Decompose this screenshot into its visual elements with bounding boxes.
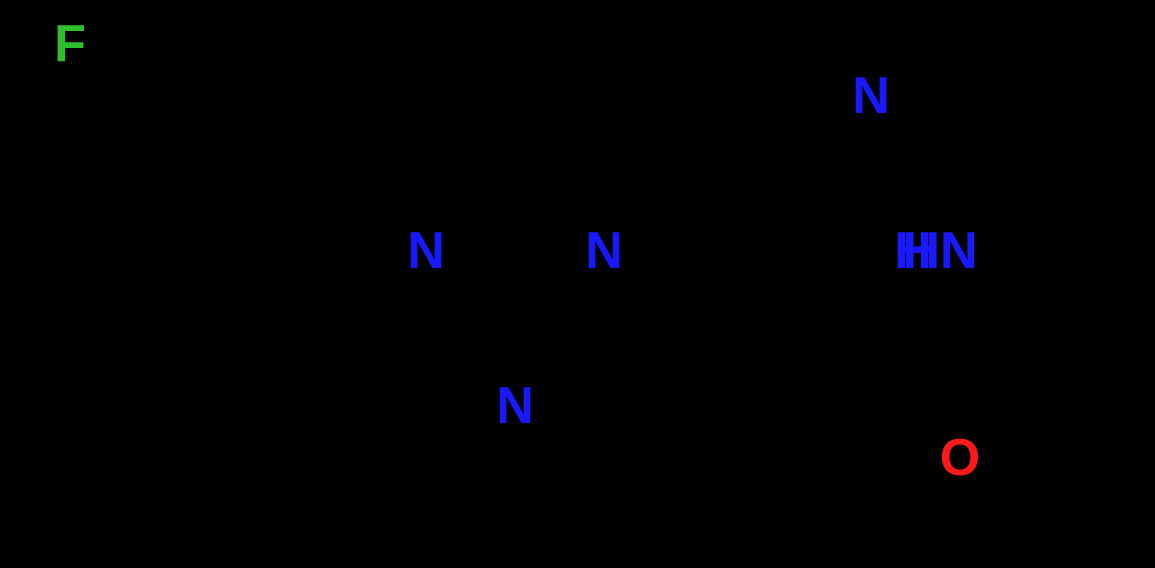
atom-label-f: F bbox=[54, 15, 86, 73]
atom-label-n: N bbox=[496, 377, 534, 435]
atom-label-h: H bbox=[894, 222, 932, 280]
molecule-canvas: NNNNHNOFH bbox=[0, 0, 1155, 568]
atom-label-n: N bbox=[585, 222, 623, 280]
atom-label-n: N bbox=[852, 67, 890, 125]
atom-label-n: N bbox=[407, 222, 445, 280]
atom-label-o: O bbox=[940, 429, 980, 487]
canvas-bg bbox=[0, 0, 1155, 568]
molecule-svg: NNNNHNOFH bbox=[0, 0, 1155, 568]
